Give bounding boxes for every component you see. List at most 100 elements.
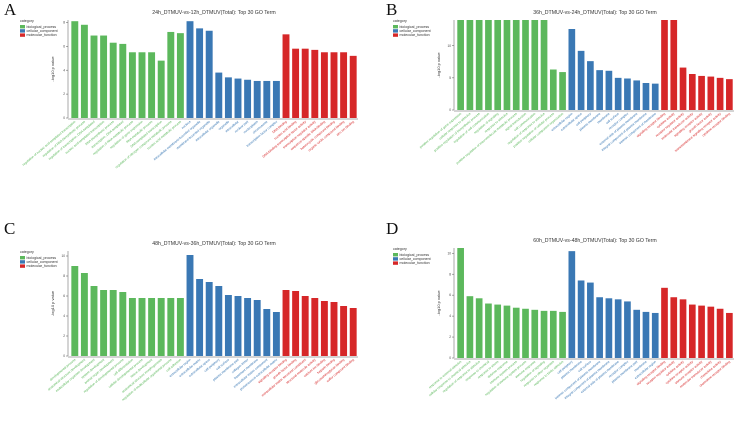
bar xyxy=(679,299,687,358)
bar xyxy=(128,52,136,118)
bar xyxy=(80,24,88,118)
bar xyxy=(466,296,474,358)
bar xyxy=(531,309,539,358)
bar xyxy=(679,67,687,110)
bar xyxy=(568,29,576,110)
bar xyxy=(292,48,300,119)
bar xyxy=(224,77,232,118)
bar xyxy=(716,77,724,110)
bar xyxy=(688,74,696,110)
bar xyxy=(167,298,175,356)
bar xyxy=(670,297,678,358)
chart-panel-c: C 48h_DTMUV-vs-36h_DTMUV(Total): Top 30 … xyxy=(0,217,373,434)
bar xyxy=(244,79,252,118)
bar xyxy=(661,287,668,358)
panel-letter: D xyxy=(386,219,399,238)
bar xyxy=(109,290,117,356)
y-tick-label: 2 xyxy=(449,335,451,339)
bar xyxy=(698,305,705,358)
bar xyxy=(330,302,338,356)
bar xyxy=(292,291,300,356)
bar xyxy=(559,72,566,110)
bar xyxy=(624,78,631,110)
bar xyxy=(109,42,117,118)
y-tick-label: 4 xyxy=(63,314,65,318)
legend-title: category xyxy=(20,19,34,23)
bar xyxy=(186,21,194,118)
bar xyxy=(176,298,184,356)
legend-swatch xyxy=(393,29,398,33)
bar xyxy=(90,35,98,118)
bar xyxy=(577,50,585,110)
chart-title: 60h_DTMUV-vs-48h_DTMUV(Total): Top 30 GO… xyxy=(533,238,656,244)
chart-panel-d: D 60h_DTMUV-vs-48h_DTMUV(Total): Top 30 … xyxy=(373,217,746,434)
bar xyxy=(559,311,566,358)
bar xyxy=(80,273,88,356)
bar xyxy=(349,308,357,356)
bar xyxy=(253,80,261,118)
legend-title: category xyxy=(393,247,407,251)
y-tick-label: 0 xyxy=(449,108,451,112)
y-tick-label: 4 xyxy=(63,68,65,72)
bar xyxy=(485,303,492,358)
bar xyxy=(698,75,705,110)
chart-title: 24h_DTMUV-vs-12h_DTMUV(Total): Top 30 GO… xyxy=(152,10,275,16)
bar xyxy=(577,280,585,358)
legend-item: cellular_component xyxy=(27,29,58,33)
bar xyxy=(119,43,127,119)
bar xyxy=(661,20,668,110)
bar xyxy=(614,77,622,110)
bar xyxy=(157,298,165,356)
y-tick-label: 4 xyxy=(449,314,451,318)
bar xyxy=(282,34,290,119)
y-tick-label: 8 xyxy=(449,272,451,276)
panel-letter: B xyxy=(386,0,398,19)
legend-item: cellular_component xyxy=(400,257,431,261)
bar xyxy=(522,308,529,358)
bar xyxy=(196,279,204,356)
legend-item: cellular_component xyxy=(27,260,58,264)
bar-chart: 48h_DTMUV-vs-36h_DTMUV(Total): Top 30 GO… xyxy=(20,241,358,402)
y-tick-label: 2 xyxy=(63,334,65,338)
x-tick-label: organelle xyxy=(217,120,230,132)
bar xyxy=(320,52,328,118)
bar xyxy=(282,290,290,356)
legend-swatch xyxy=(393,25,398,29)
bar xyxy=(726,79,733,110)
bar xyxy=(485,20,492,110)
bar xyxy=(642,83,650,110)
bar xyxy=(596,70,603,110)
bar xyxy=(176,33,184,118)
bar xyxy=(726,312,733,358)
y-tick-label: 8 xyxy=(63,20,65,24)
legend-item: biological_process xyxy=(27,25,57,29)
y-tick-label: 10 xyxy=(447,251,451,255)
bar xyxy=(503,305,511,358)
legend-title: category xyxy=(393,19,407,23)
bar xyxy=(549,310,557,358)
bar xyxy=(263,309,271,356)
chart-panel-b: B 36h_DTMUV-vs-24h_DTMUV(Total): Top 30 … xyxy=(373,0,746,217)
legend-swatch xyxy=(393,253,398,257)
y-tick-label: 10 xyxy=(447,44,451,48)
bar xyxy=(196,28,204,119)
bar xyxy=(100,35,108,118)
legend-item: molecular_function xyxy=(27,264,57,268)
y-tick-label: 0 xyxy=(63,116,65,120)
legend-item: molecular_function xyxy=(400,261,430,265)
bar xyxy=(596,297,603,358)
x-tick-label: nucleus xyxy=(181,119,192,129)
bar xyxy=(614,299,622,358)
bar xyxy=(633,80,641,110)
y-tick-label: 8 xyxy=(63,274,65,278)
bar xyxy=(457,248,464,358)
bar xyxy=(253,300,261,356)
bar xyxy=(670,20,678,110)
bar xyxy=(707,306,715,358)
bar xyxy=(71,21,79,118)
bar xyxy=(330,52,338,118)
bar xyxy=(224,295,232,356)
bar xyxy=(215,72,223,118)
bar xyxy=(494,20,502,110)
bar xyxy=(205,30,213,119)
